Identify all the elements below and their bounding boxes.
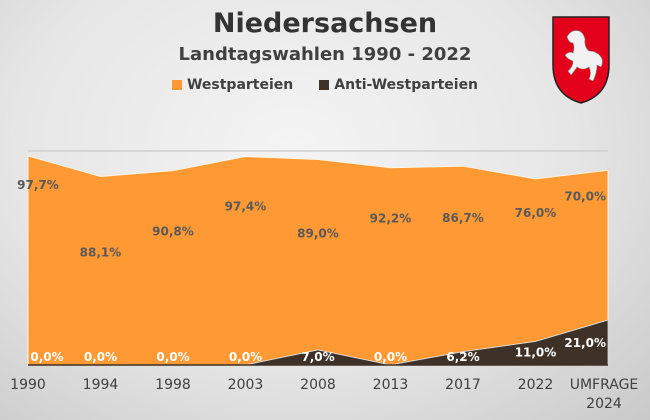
area-westparteien (27, 155, 609, 366)
x-tick-label: 2013 (373, 377, 409, 393)
data-label-westparteien: 89,0% (297, 227, 339, 241)
data-label-anti-westparteien: 7,0% (301, 350, 334, 364)
legend-label-anti-westparteien: Anti-Westparteien (334, 77, 479, 93)
x-tick-label: 1998 (155, 377, 191, 393)
data-label-anti-westparteien: 6,2% (446, 350, 479, 364)
data-label-westparteien: 76,0% (515, 206, 557, 220)
x-tick-label: 2008 (300, 377, 336, 393)
chart-subtitle: Landtagswahlen 1990 - 2022 (178, 44, 472, 65)
data-label-westparteien: 70,0% (564, 189, 606, 203)
data-label-anti-westparteien: 0,0% (229, 350, 262, 364)
legend: Westparteien Anti-Westparteien (0, 77, 650, 93)
x-tick-label: 2003 (228, 377, 264, 393)
data-label-westparteien: 92,2% (370, 212, 412, 226)
x-tick-label: 2017 (445, 377, 481, 393)
lower-saxony-horse-crest-icon (552, 16, 610, 104)
x-tick-label: 1994 (83, 377, 119, 393)
x-tick-label: 2022 (518, 377, 554, 393)
data-label-anti-westparteien: 21,0% (564, 336, 606, 350)
data-label-westparteien: 97,4% (225, 200, 267, 214)
data-label-westparteien: 97,7% (17, 178, 59, 192)
legend-label-westparteien: Westparteien (186, 77, 294, 93)
legend-swatch-anti-westparteien (319, 80, 330, 90)
data-label-anti-westparteien: 0,0% (84, 350, 117, 364)
data-label-anti-westparteien: 0,0% (30, 350, 63, 364)
legend-item-westparteien: Westparteien (171, 77, 294, 93)
x-tick-label: 1990 (10, 377, 46, 393)
chart-title: Niedersachsen (212, 8, 438, 39)
data-label-anti-westparteien: 0,0% (156, 350, 189, 364)
data-label-westparteien: 86,7% (442, 211, 484, 225)
x-tick-label: UMFRAGE 2024 (570, 377, 639, 412)
data-label-anti-westparteien: 11,0% (515, 345, 557, 359)
legend-swatch-westparteien (171, 80, 182, 90)
legend-item-anti-westparteien: Anti-Westparteien (319, 77, 478, 93)
data-label-westparteien: 88,1% (80, 245, 122, 259)
data-label-anti-westparteien: 0,0% (374, 350, 407, 364)
data-label-westparteien: 90,8% (152, 225, 194, 239)
